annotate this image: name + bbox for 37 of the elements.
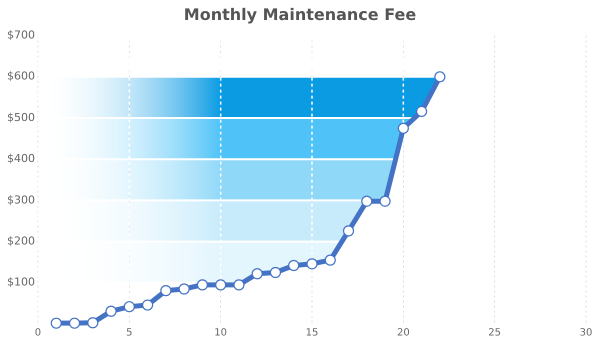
point — [252, 268, 263, 280]
x-tick-label: 25 — [488, 328, 502, 339]
point — [142, 299, 154, 311]
point — [50, 318, 62, 329]
point — [306, 258, 318, 270]
x-tick-label: 10 — [214, 328, 228, 339]
y-tick-label: $500 — [6, 110, 35, 124]
point — [178, 283, 190, 295]
point — [68, 318, 80, 329]
point — [342, 225, 354, 236]
y-tick-label: $200 — [6, 234, 35, 248]
point — [270, 266, 282, 278]
point — [87, 317, 98, 328]
point — [361, 196, 372, 207]
y-tick-label: $400 — [6, 152, 35, 166]
point — [160, 285, 172, 296]
point — [288, 260, 300, 272]
point — [434, 71, 446, 82]
point — [215, 279, 226, 290]
y-tick-label: $700 — [6, 28, 35, 42]
point — [324, 254, 336, 266]
point — [105, 306, 117, 317]
y-tick-label: $300 — [6, 193, 35, 206]
x-tick-label: 15 — [306, 328, 318, 339]
x-tick-label: 0 — [34, 328, 42, 339]
point — [196, 279, 208, 290]
point — [124, 301, 135, 312]
point — [416, 106, 428, 118]
y-tick-label: $600 — [6, 70, 35, 83]
x-tick-label: 20 — [396, 328, 410, 339]
x-tick-label: 30 — [580, 328, 592, 339]
point — [233, 279, 245, 290]
point — [398, 122, 409, 134]
y-tick-label: $100 — [6, 276, 35, 289]
x-tick-label: 5 — [126, 328, 133, 339]
chart-title: Monthly Maintenance Fee — [182, 4, 418, 26]
point — [379, 196, 391, 207]
